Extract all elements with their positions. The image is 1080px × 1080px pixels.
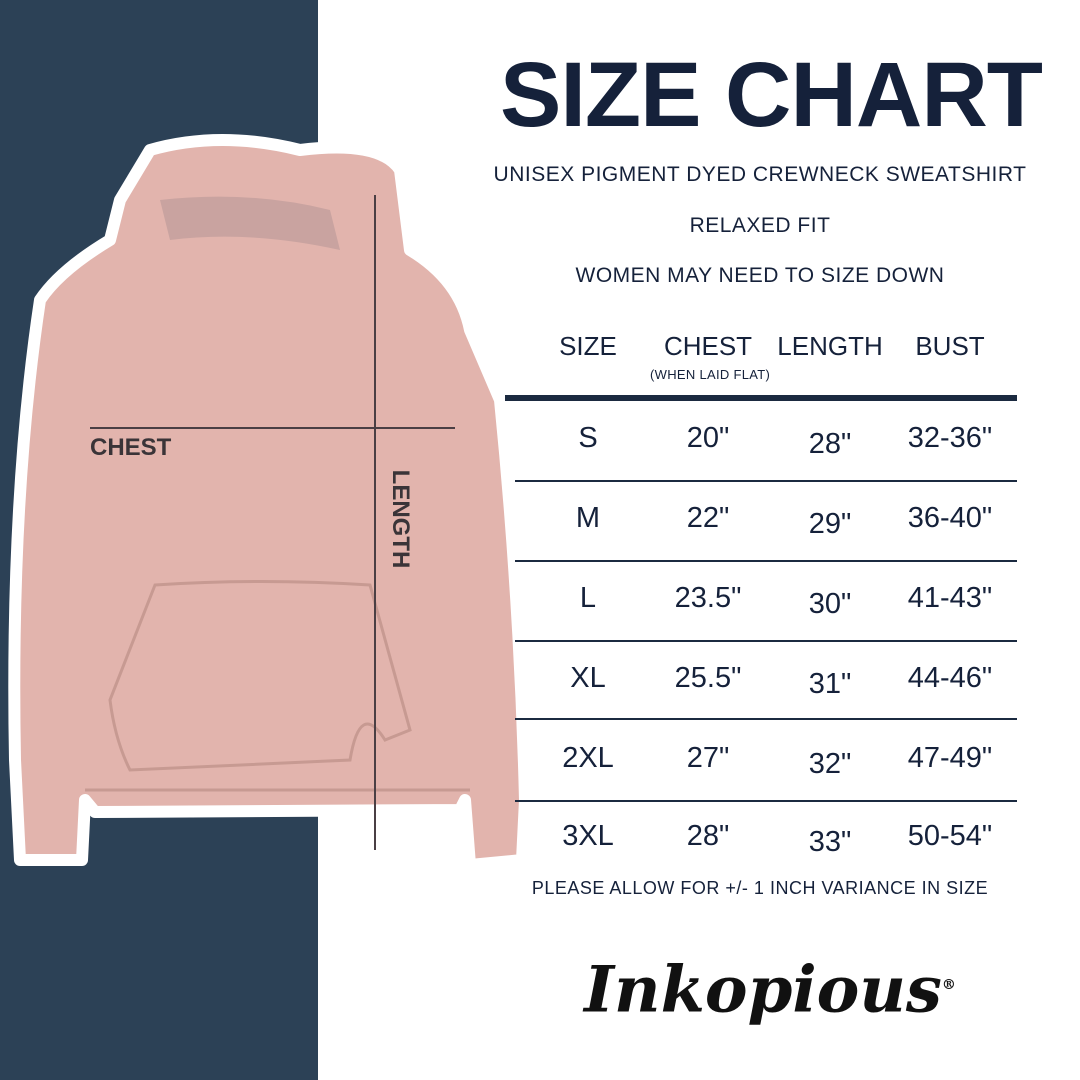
brand-logo: Inkopious® (584, 952, 956, 1028)
cell-bust: 44-46" (907, 662, 993, 694)
header-length: LENGTH (777, 331, 883, 361)
cell-length: 33" (808, 826, 852, 858)
row-divider (515, 800, 1017, 802)
chest-label: CHEST (90, 434, 172, 461)
cell-size: XL (570, 662, 606, 694)
cell-bust: 32-36" (907, 422, 993, 454)
row-divider (515, 640, 1017, 642)
cell-length: 32" (808, 748, 852, 780)
page-title: SIZE CHART (500, 44, 1043, 146)
hoodie-image (14, 140, 525, 865)
fit-text: RELAXED FIT (689, 214, 831, 237)
cell-bust: 41-43" (907, 582, 993, 614)
cell-length: 31" (808, 668, 852, 700)
cell-length: 30" (808, 588, 852, 620)
cell-chest: 25.5" (674, 662, 742, 694)
cell-size: L (579, 582, 597, 614)
chest-note: (WHEN LAID FLAT) (650, 367, 771, 382)
header-chest: CHEST (663, 331, 753, 361)
cell-chest: 20" (686, 422, 730, 454)
header-size: SIZE (559, 331, 617, 361)
row-divider (515, 718, 1017, 720)
row-divider (515, 480, 1017, 482)
product-subtitle: UNISEX PIGMENT DYED CREWNECK SWEATSHIRT (493, 163, 1027, 186)
cell-length: 29" (808, 508, 852, 540)
cell-bust: 50-54" (907, 820, 993, 852)
cell-size: M (575, 502, 601, 534)
footnote: PLEASE ALLOW FOR +/- 1 INCH VARIANCE IN … (531, 878, 989, 898)
cell-chest: 27" (686, 742, 730, 774)
cell-length: 28" (808, 428, 852, 460)
cell-chest: 23.5" (674, 582, 742, 614)
cell-bust: 36-40" (907, 502, 993, 534)
cell-bust: 47-49" (907, 742, 993, 774)
cell-size: S (578, 422, 598, 454)
cell-chest: 28" (686, 820, 730, 852)
advice-text: WOMEN MAY NEED TO SIZE DOWN (575, 264, 945, 287)
cell-chest: 22" (686, 502, 730, 534)
cell-size: 3XL (562, 820, 614, 852)
header-rule (505, 395, 1017, 401)
header-bust: BUST (915, 331, 985, 361)
length-label: LENGTH (387, 469, 414, 569)
cell-size: 2XL (562, 742, 614, 774)
row-divider (515, 560, 1017, 562)
